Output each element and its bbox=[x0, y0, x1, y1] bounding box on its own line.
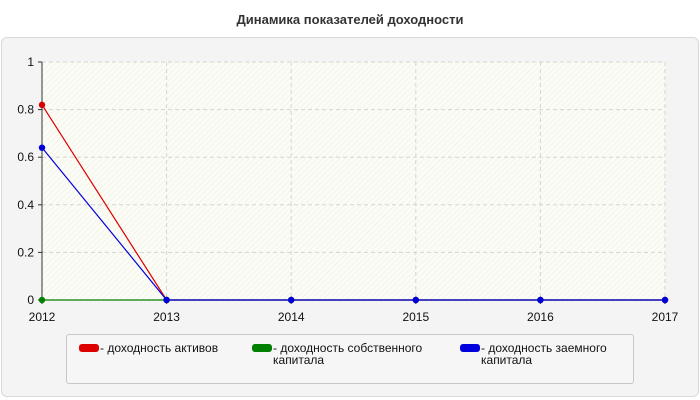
legend-label-debt: - доходность заемного капитала bbox=[481, 341, 607, 367]
y-tick-label: 0 bbox=[27, 293, 34, 307]
y-tick-label: 0.6 bbox=[17, 150, 34, 164]
plot-area bbox=[42, 62, 665, 300]
x-tick-label: 2012 bbox=[29, 310, 56, 324]
data-point-2-1 bbox=[163, 296, 170, 304]
chart-legend: - доходность активов - доходность собств… bbox=[66, 334, 634, 384]
chart-title: Динамика показателей доходности bbox=[236, 12, 464, 27]
legend-label-equity: - доходность собственного капитала bbox=[273, 341, 423, 367]
legend-swatch-assets bbox=[79, 344, 99, 352]
series-line-2 bbox=[41, 147, 665, 301]
data-point-2-0 bbox=[38, 144, 46, 151]
x-tick-label: 2013 bbox=[153, 310, 180, 324]
y-tick-label: 0.8 bbox=[17, 103, 34, 117]
data-point-2-3 bbox=[412, 296, 419, 304]
data-point-0-0 bbox=[38, 101, 46, 109]
x-tick-label: 2015 bbox=[402, 310, 429, 324]
data-point-1-0 bbox=[38, 296, 46, 304]
x-tick-label: 2017 bbox=[652, 310, 679, 324]
x-tick-label: 2014 bbox=[278, 310, 305, 324]
x-tick-label: 2016 bbox=[527, 310, 554, 324]
data-point-2-2 bbox=[288, 296, 295, 304]
y-tick-label: 1 bbox=[27, 55, 34, 69]
y-tick-label: 0.2 bbox=[17, 245, 34, 259]
data-point-2-5 bbox=[661, 296, 669, 304]
legend-swatch-equity bbox=[252, 344, 272, 352]
legend-label-assets: - доходность активов bbox=[100, 341, 219, 355]
data-point-2-4 bbox=[537, 296, 544, 304]
legend-swatch-debt bbox=[460, 344, 480, 352]
y-tick-label: 0.4 bbox=[17, 198, 34, 212]
